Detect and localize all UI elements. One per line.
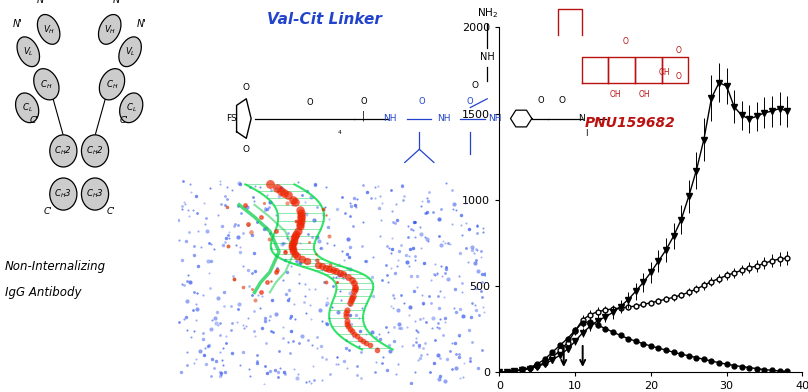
Text: $V_L$: $V_L$ <box>23 45 34 58</box>
Text: NH: NH <box>480 52 494 62</box>
Text: OH: OH <box>659 68 670 77</box>
Text: Non-Internalizing: Non-Internalizing <box>5 260 106 273</box>
Text: O: O <box>537 96 544 105</box>
Text: O: O <box>419 98 425 107</box>
Text: $V_L$: $V_L$ <box>124 45 136 58</box>
Text: C': C' <box>30 116 38 125</box>
Text: O: O <box>360 98 367 107</box>
Ellipse shape <box>37 15 60 44</box>
Ellipse shape <box>34 69 59 100</box>
Text: $C_H$2: $C_H$2 <box>86 145 104 157</box>
Text: $C_H$: $C_H$ <box>106 78 118 91</box>
Ellipse shape <box>82 135 108 167</box>
Text: I: I <box>585 129 588 138</box>
Text: $C_L$: $C_L$ <box>126 102 137 114</box>
Text: O: O <box>622 37 629 46</box>
Text: $V_H$: $V_H$ <box>43 23 55 36</box>
Ellipse shape <box>17 37 40 67</box>
Text: C': C' <box>107 207 116 216</box>
Text: N': N' <box>112 0 122 5</box>
Text: O: O <box>675 46 682 55</box>
Text: C': C' <box>120 116 128 125</box>
Text: OH: OH <box>639 90 650 99</box>
Text: NH: NH <box>437 114 450 123</box>
Text: N': N' <box>137 19 146 29</box>
Text: C': C' <box>43 207 52 216</box>
Text: IgG Antibody: IgG Antibody <box>5 285 81 299</box>
Text: O: O <box>242 145 250 154</box>
Text: $C_H$3: $C_H$3 <box>86 188 104 200</box>
Text: MeO: MeO <box>549 0 566 2</box>
Ellipse shape <box>15 93 39 123</box>
Ellipse shape <box>99 69 124 100</box>
Text: N': N' <box>37 0 47 5</box>
Text: Val-Cit Linker: Val-Cit Linker <box>267 12 382 27</box>
Text: O: O <box>242 83 250 92</box>
Text: |: | <box>362 111 365 121</box>
Text: $_4$: $_4$ <box>337 129 342 138</box>
Ellipse shape <box>119 37 141 67</box>
Text: $C_H$3: $C_H$3 <box>54 188 72 200</box>
Text: O: O <box>559 96 566 105</box>
Ellipse shape <box>99 15 121 44</box>
Text: $C_H$: $C_H$ <box>40 78 53 91</box>
Text: $C_H$2: $C_H$2 <box>54 145 72 157</box>
Text: FS: FS <box>226 114 237 123</box>
Text: O: O <box>307 98 314 107</box>
Text: NH$_2$: NH$_2$ <box>477 6 498 20</box>
Text: PNU159682: PNU159682 <box>585 116 675 130</box>
Text: $V_H$: $V_H$ <box>103 23 116 36</box>
Text: OH: OH <box>610 90 621 99</box>
Text: $C_L$: $C_L$ <box>22 102 32 114</box>
Text: NH: NH <box>384 114 397 123</box>
Text: NH: NH <box>488 114 501 123</box>
Text: N: N <box>579 114 585 123</box>
Text: O: O <box>467 98 473 107</box>
Ellipse shape <box>50 135 77 167</box>
Ellipse shape <box>82 178 108 210</box>
Text: N': N' <box>13 19 23 29</box>
Text: O: O <box>675 72 682 81</box>
Text: O: O <box>472 81 478 90</box>
Ellipse shape <box>120 93 143 123</box>
Ellipse shape <box>50 178 77 210</box>
